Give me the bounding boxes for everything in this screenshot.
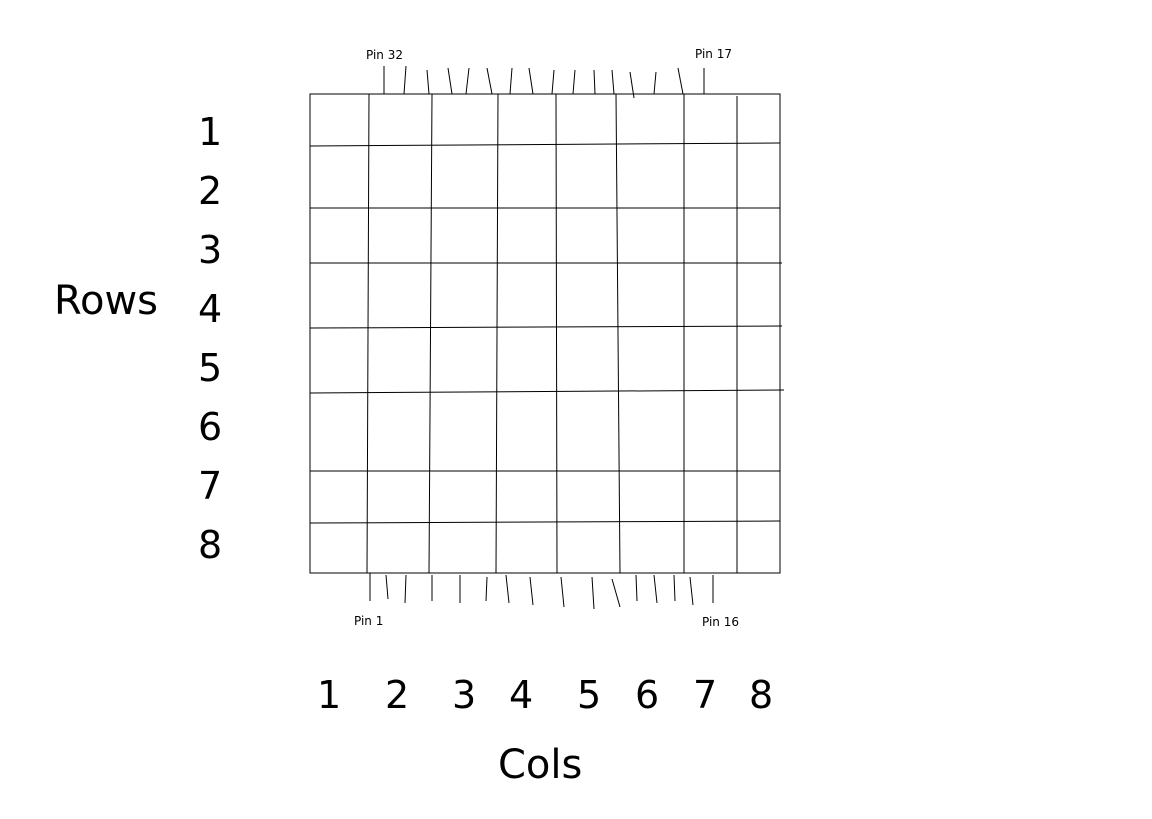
row-number: 5 <box>198 346 222 390</box>
col-divider <box>366 93 370 574</box>
pin-label-top-left: Pin 32 <box>366 48 403 62</box>
row-number: 6 <box>198 405 222 449</box>
pin-lead <box>677 67 684 95</box>
row-number-labels: 1 2 3 4 5 6 7 8 <box>198 110 222 567</box>
pin-lead <box>486 67 493 95</box>
col-divider <box>555 93 558 574</box>
pin-lead <box>528 67 534 95</box>
pin-lead <box>465 67 470 95</box>
matrix-outline <box>309 93 781 574</box>
pin-lead <box>653 71 657 95</box>
pin-lead <box>485 576 488 602</box>
col-number: 7 <box>693 673 717 717</box>
pin-label-top-right: Pin 17 <box>695 47 732 61</box>
pin-lead <box>673 574 676 602</box>
pin-lead <box>611 69 615 95</box>
row-divider <box>309 520 781 524</box>
pin-lead <box>593 69 596 95</box>
pin-label-bottom-left: Pin 1 <box>354 614 383 628</box>
pin-lead <box>505 574 510 604</box>
col-number: 8 <box>749 673 773 717</box>
pin-label-bottom-right: Pin 16 <box>702 615 739 629</box>
col-number: 2 <box>385 673 409 717</box>
pin-lead <box>653 574 658 604</box>
pin-lead <box>629 71 635 99</box>
pin-lead <box>529 576 534 606</box>
col-divider <box>615 93 621 574</box>
pin-lead <box>385 574 389 600</box>
row-number: 8 <box>198 523 222 567</box>
pin-lead <box>404 574 407 604</box>
col-divider <box>495 93 499 574</box>
pin-lead <box>551 69 555 95</box>
rows-title: Rows <box>54 278 158 324</box>
col-number: 6 <box>635 673 659 717</box>
bottom-pin-leads <box>369 573 714 610</box>
cols-title: Cols <box>498 742 582 788</box>
row-number: 1 <box>198 110 222 154</box>
row-divider <box>309 142 781 147</box>
row-number: 2 <box>198 169 222 213</box>
pin-lead <box>635 574 638 602</box>
pin-lead <box>611 578 621 608</box>
col-number-labels: 1 2 3 4 5 6 7 8 <box>317 673 773 717</box>
col-number: 5 <box>577 673 601 717</box>
pin-lead <box>447 67 453 95</box>
col-number: 3 <box>452 673 476 717</box>
row-number: 7 <box>198 464 222 508</box>
col-divider <box>428 93 433 574</box>
col-number: 1 <box>317 673 341 717</box>
row-number: 3 <box>198 228 222 272</box>
top-pin-leads <box>383 65 705 99</box>
row-divider <box>309 389 785 394</box>
row-divider <box>309 325 783 329</box>
matrix-grid <box>309 93 785 574</box>
pin-lead <box>591 576 595 610</box>
pin-lead <box>426 69 430 95</box>
pin-lead <box>560 576 565 608</box>
pin-lead <box>572 69 576 95</box>
pin-lead <box>689 576 694 606</box>
row-number: 4 <box>198 287 222 331</box>
pin-lead <box>509 67 513 95</box>
pin-lead <box>403 65 407 95</box>
col-number: 4 <box>509 673 533 717</box>
